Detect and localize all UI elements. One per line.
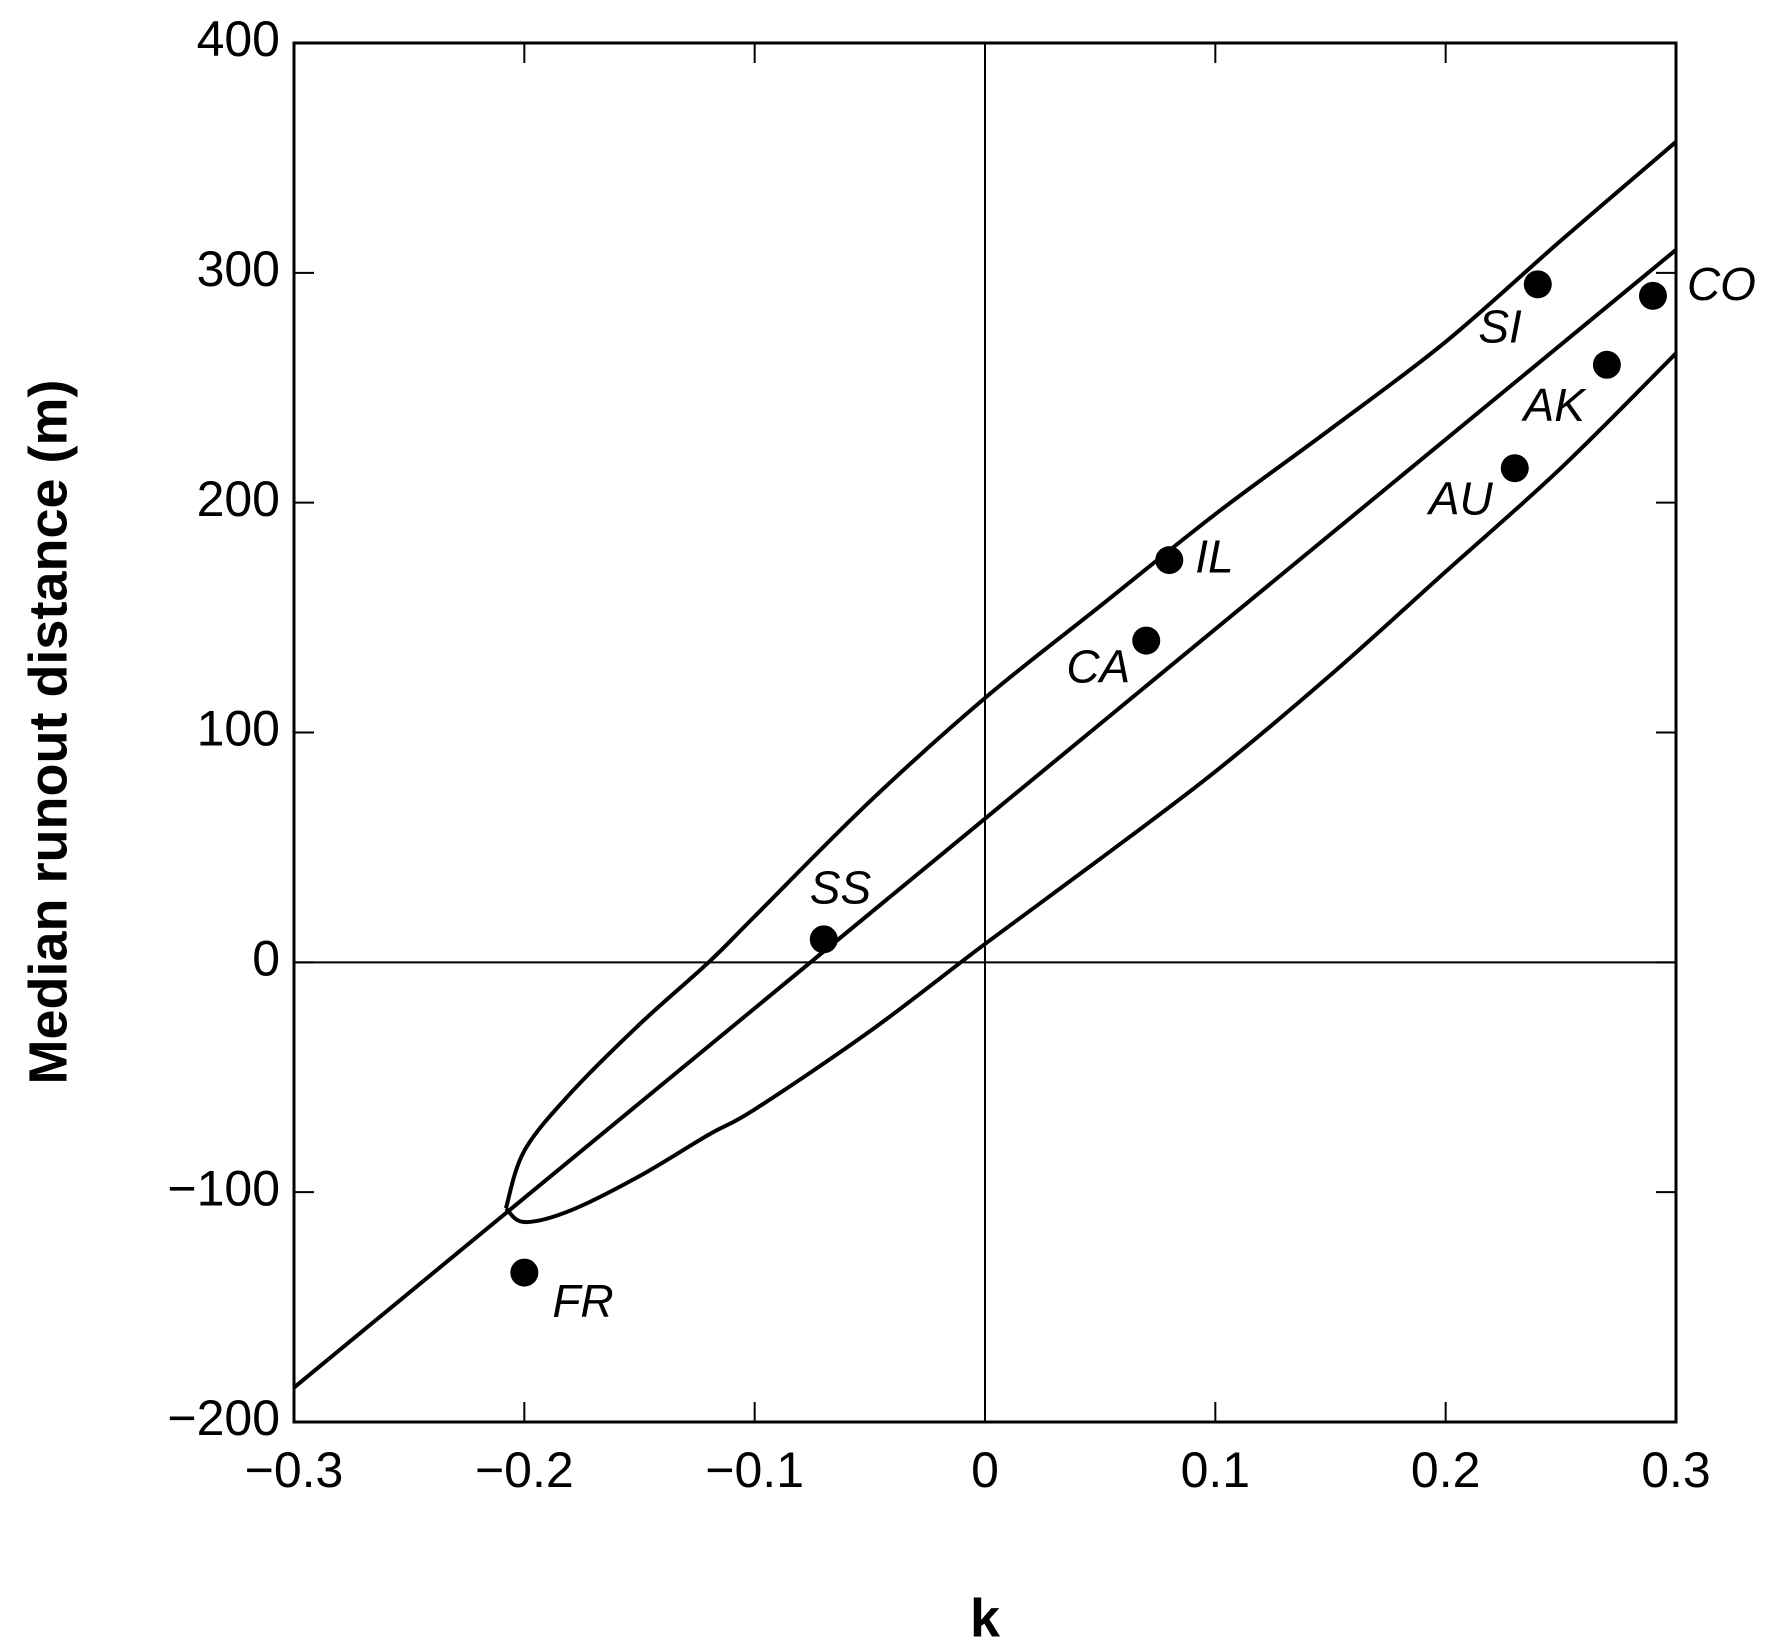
x-tick-label: −0.2 (475, 1442, 574, 1498)
curve (503, 140, 1678, 1209)
data-point (1132, 626, 1161, 655)
x-axis-label: k (970, 1588, 1001, 1647)
data-point (510, 1258, 539, 1287)
data-point (1638, 281, 1667, 310)
point-label: FR (552, 1275, 613, 1327)
point-label: AK (1521, 379, 1588, 431)
data-point (809, 925, 838, 954)
x-tick-label: −0.1 (705, 1442, 804, 1498)
x-tick-label: 0.1 (1181, 1442, 1251, 1498)
curve (504, 351, 1678, 1225)
y-tick-label: −100 (167, 1160, 280, 1216)
data-point (1500, 454, 1529, 483)
y-tick-label: 200 (197, 471, 280, 527)
data-point (1592, 350, 1621, 379)
y-tick-label: 0 (252, 931, 280, 987)
y-axis-label: Median runout distance (m) (18, 379, 78, 1084)
x-tick-label: −0.3 (245, 1442, 344, 1498)
curve (292, 248, 1678, 1390)
point-label: CA (1066, 641, 1130, 693)
point-label: IL (1195, 530, 1233, 582)
point-label: SS (810, 862, 872, 914)
x-tick-label: 0 (971, 1442, 999, 1498)
y-tick-label: 300 (197, 241, 280, 297)
point-label: SI (1478, 300, 1522, 352)
point-label: AU (1426, 472, 1494, 524)
data-point (1523, 270, 1552, 299)
y-tick-label: 400 (197, 11, 280, 67)
x-tick-label: 0.2 (1411, 1442, 1481, 1498)
point-label: CO (1687, 258, 1756, 310)
y-tick-label: −200 (167, 1390, 280, 1446)
data-point (1155, 546, 1184, 575)
x-tick-label: 0.3 (1641, 1442, 1711, 1498)
y-tick-label: 100 (197, 701, 280, 757)
